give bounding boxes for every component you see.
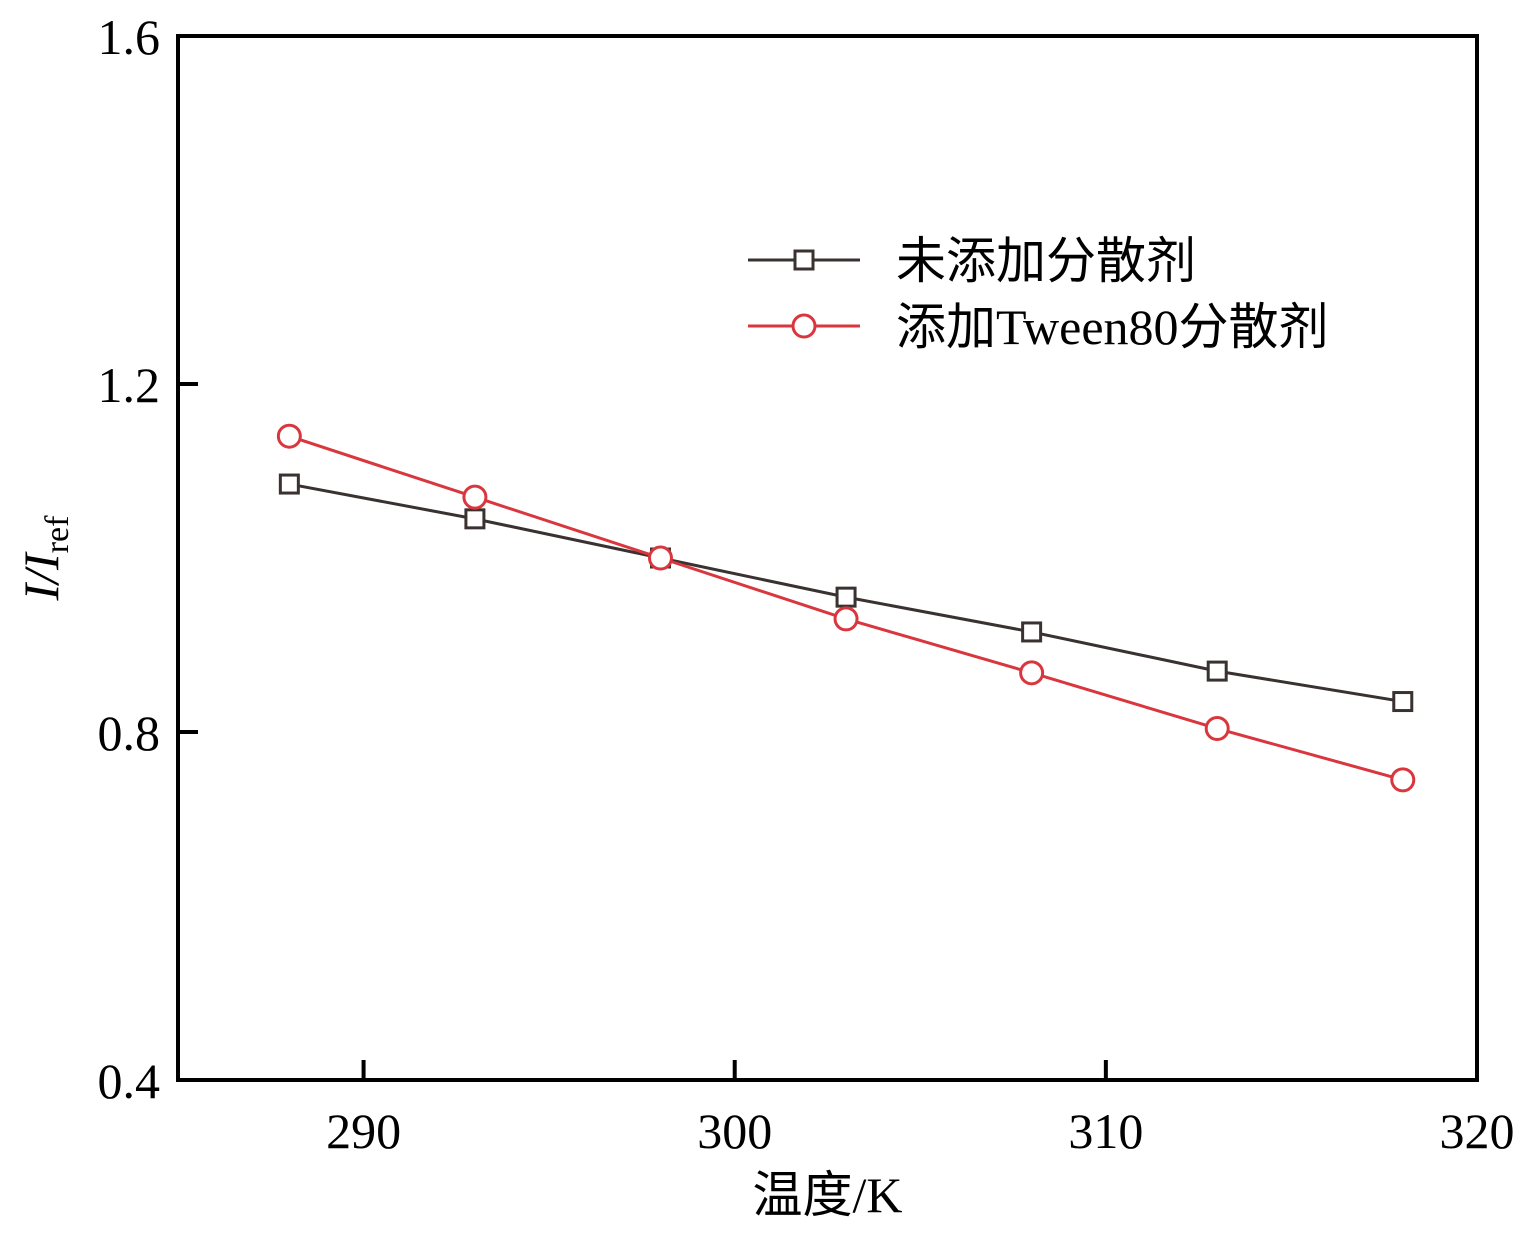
legend-marker <box>791 313 817 339</box>
y-tick-label: 0.8 <box>98 705 161 761</box>
series-1-point <box>278 473 300 495</box>
y-tick-label: 1.2 <box>98 357 161 413</box>
y-axis-title-main: I/I <box>13 551 69 602</box>
series-1-point <box>1392 691 1414 713</box>
x-tick-label: 300 <box>697 1103 772 1159</box>
legend-marker <box>793 249 815 271</box>
y-tick-label: 1.6 <box>98 9 161 65</box>
x-tick-label: 310 <box>1068 1103 1143 1159</box>
plot-frame <box>176 34 1479 1082</box>
y-axis-title-sub: ref <box>39 515 76 553</box>
series-2-point <box>1390 767 1416 793</box>
series-2-point <box>462 484 488 510</box>
series-1-point <box>1206 660 1228 682</box>
x-axis-title: 温度/K <box>753 1167 903 1223</box>
series-1-point <box>1021 621 1043 643</box>
series-2-point <box>647 545 673 571</box>
series-layer <box>276 423 1416 793</box>
legend-label: 未添加分散剂 <box>896 233 1196 289</box>
series-2-point <box>276 423 302 449</box>
series-1-point <box>464 508 486 530</box>
series-2-point <box>833 606 859 632</box>
x-tick-label: 320 <box>1440 1103 1515 1159</box>
series-2-point <box>1019 660 1045 686</box>
series-1 <box>278 473 1414 713</box>
legend-item-2: 添加Tween80分散剂 <box>748 299 1329 355</box>
series-1-point <box>835 586 857 608</box>
legend-label: 添加Tween80分散剂 <box>896 299 1329 355</box>
x-tick-label: 290 <box>326 1103 401 1159</box>
series-2 <box>276 423 1416 793</box>
y-axis-title: I/Iref <box>13 515 76 602</box>
tick-layer: 290 300 310 320 0.4 0.8 1.2 1.6 <box>98 9 1515 1159</box>
y-tick-label: 0.4 <box>98 1053 161 1109</box>
series-2-point <box>1204 716 1230 742</box>
legend-item-1: 未添加分散剂 <box>748 233 1196 289</box>
